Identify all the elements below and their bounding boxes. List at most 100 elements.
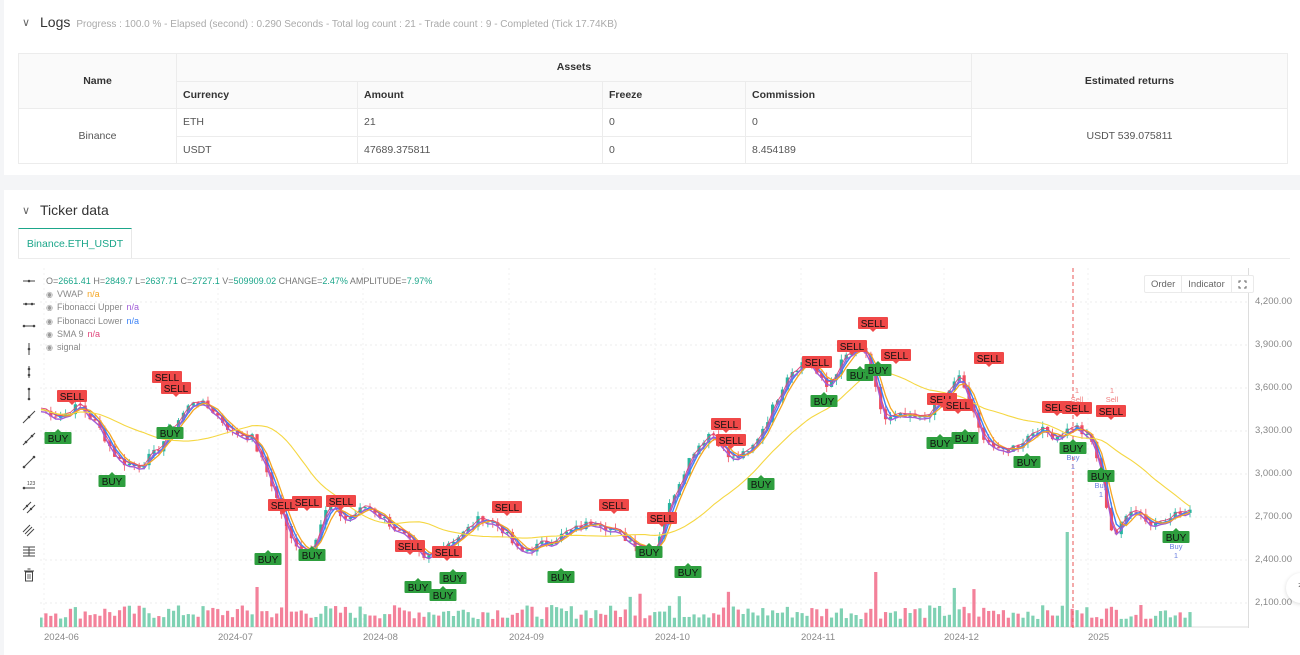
estimated-returns-value: USDT 539.075811 xyxy=(971,108,1288,164)
svg-text:BUY: BUY xyxy=(850,371,871,382)
eye-icon[interactable]: ◉ xyxy=(46,316,53,326)
sell-signal-label: SELL xyxy=(1096,405,1126,420)
chevron-down-icon[interactable]: ∨ xyxy=(22,205,31,217)
buy-signal-label: BUY xyxy=(439,569,467,585)
sell-signal-label: SELL xyxy=(268,499,298,514)
price-axis[interactable]: 4,200.00 3,900.00 3,600.00 3,300.00 3,000.00… xyxy=(1248,268,1300,628)
chevron-down-icon[interactable]: ∨ xyxy=(22,17,31,29)
tab-binance-eth-usdt[interactable]: Binance.ETH_USDT xyxy=(18,228,132,258)
time-tick-label: 2024-09 xyxy=(509,632,544,643)
svg-text:SELL: SELL xyxy=(602,501,627,512)
sell-signal-label: SELL xyxy=(647,512,677,527)
indicator-button[interactable]: Indicator xyxy=(1182,276,1232,292)
svg-text:1: 1 xyxy=(1174,551,1178,560)
buy-signal-label: BUY xyxy=(298,546,326,562)
buy-signal-label: BUY xyxy=(547,568,575,584)
exchange-name: Binance xyxy=(18,108,177,164)
svg-text:SELL: SELL xyxy=(435,548,460,559)
horizontal-line-icon[interactable] xyxy=(18,270,40,293)
ticker-header[interactable]: ∨ Ticker data xyxy=(22,202,109,218)
logs-header[interactable]: ∨ Logs Progress : 100.0 % - Elapsed (sec… xyxy=(22,14,617,30)
time-tick-label: 2024-08 xyxy=(363,632,398,643)
svg-text:Buy: Buy xyxy=(1067,453,1080,462)
eye-icon[interactable]: ◉ xyxy=(46,290,53,300)
sell-signal-label: SELL xyxy=(711,418,741,433)
ray-line-icon[interactable] xyxy=(18,428,40,451)
amount-cell: 21 xyxy=(357,108,603,137)
svg-text:123: 123 xyxy=(27,481,36,487)
horizontal-segment-icon[interactable] xyxy=(18,315,40,338)
time-tick-label: 2024-10 xyxy=(655,632,690,643)
chart-legend: O=2661.41 H=2849.7 L=2637.71 C=2727.1 V=… xyxy=(46,275,432,354)
svg-text:1: 1 xyxy=(1071,462,1075,471)
svg-text:BUY: BUY xyxy=(814,397,835,408)
svg-text:1: 1 xyxy=(1110,386,1114,395)
indicator-sma-9[interactable]: ◉ SMA 9 n/a xyxy=(46,328,432,341)
svg-text:BUY: BUY xyxy=(930,439,951,450)
time-tick-label: 2024-12 xyxy=(944,632,979,643)
sell-signal-label: SELL xyxy=(161,382,191,397)
svg-text:BUY: BUY xyxy=(160,429,181,440)
svg-text:Buy: Buy xyxy=(1095,481,1108,490)
svg-text:SELL: SELL xyxy=(271,501,296,512)
logs-meta: Progress : 100.0 % - Elapsed (second) : … xyxy=(76,19,618,30)
parallel-channel-icon[interactable] xyxy=(18,496,40,519)
svg-text:BUY: BUY xyxy=(678,568,699,579)
buy-signal-label: BUY xyxy=(429,586,457,602)
sell-signal-label: SELL xyxy=(57,390,87,405)
sell-signal-label: SELL xyxy=(599,499,629,514)
eye-icon[interactable]: ◉ xyxy=(46,329,53,339)
sell-signal-label: SELL xyxy=(881,349,911,364)
vertical-ray-icon[interactable] xyxy=(18,360,40,383)
svg-text:BUY: BUY xyxy=(258,555,279,566)
sell-signal-label: SELL xyxy=(858,317,888,332)
sell-signal-label: SELL xyxy=(974,352,1004,367)
svg-text:SELL: SELL xyxy=(1065,404,1090,415)
horizontal-ray-icon[interactable] xyxy=(18,293,40,316)
price-line-icon[interactable]: 123 xyxy=(18,473,40,496)
price-tick-label: 2,100.00 xyxy=(1255,597,1292,608)
sell-signal-label: SELL xyxy=(326,495,356,510)
svg-text:SELL: SELL xyxy=(840,342,865,353)
name-header: Name xyxy=(18,53,177,109)
svg-text:SELL: SELL xyxy=(60,392,85,403)
svg-text:SELL: SELL xyxy=(805,358,830,369)
indicator-vwap[interactable]: ◉ VWAP n/a xyxy=(46,288,432,301)
price-range-icon[interactable] xyxy=(18,541,40,564)
ticker-title: Ticker data xyxy=(40,202,109,218)
svg-text:SELL: SELL xyxy=(329,497,354,508)
sell-signal-label: SELL xyxy=(1062,402,1092,417)
svg-text:BUY: BUY xyxy=(751,480,772,491)
fullscreen-icon[interactable] xyxy=(1232,276,1253,292)
trend-line-icon[interactable] xyxy=(18,406,40,429)
buy-signal-label: BUY xyxy=(926,434,954,450)
svg-text:SELL: SELL xyxy=(295,498,320,509)
segment-line-icon[interactable] xyxy=(18,451,40,474)
indicator-fibonacci-upper[interactable]: ◉ Fibonacci Upper n/a xyxy=(46,301,432,314)
vertical-segment-icon[interactable] xyxy=(18,383,40,406)
time-axis[interactable]: 2024-06 2024-07 2024-08 2024-09 2024-10 2024-… xyxy=(40,628,1248,648)
time-tick-label: 2024-06 xyxy=(44,632,79,643)
ohlc-readout: O=2661.41 H=2849.7 L=2637.71 C=2727.1 V=… xyxy=(46,276,433,286)
svg-text:BUY: BUY xyxy=(955,434,976,445)
vertical-line-icon[interactable] xyxy=(18,338,40,361)
svg-text:SELL: SELL xyxy=(1045,403,1070,414)
scroll-to-top-button[interactable]: ⤒ xyxy=(1286,573,1300,603)
buy-signal-label: BUY xyxy=(156,424,184,440)
price-tick-label: 3,300.00 xyxy=(1255,425,1292,436)
delete-icon[interactable] xyxy=(18,564,40,587)
eye-icon[interactable]: ◉ xyxy=(46,303,53,313)
indicator-signal[interactable]: ◉ signal xyxy=(46,341,432,354)
eye-icon[interactable]: ◉ xyxy=(46,343,53,353)
freeze-header: Freeze xyxy=(602,80,746,109)
fibonacci-icon[interactable] xyxy=(18,519,40,542)
buy-signal-label: BUY xyxy=(98,472,126,488)
buy-signal-label: BUY xyxy=(747,475,775,491)
table-row: Binance ETH 21 0 0 USDT 539.075811 xyxy=(18,108,1288,164)
svg-text:BUY: BUY xyxy=(48,434,69,445)
indicator-fibonacci-lower[interactable]: ◉ Fibonacci Lower n/a xyxy=(46,315,432,328)
order-button[interactable]: Order xyxy=(1145,276,1183,292)
